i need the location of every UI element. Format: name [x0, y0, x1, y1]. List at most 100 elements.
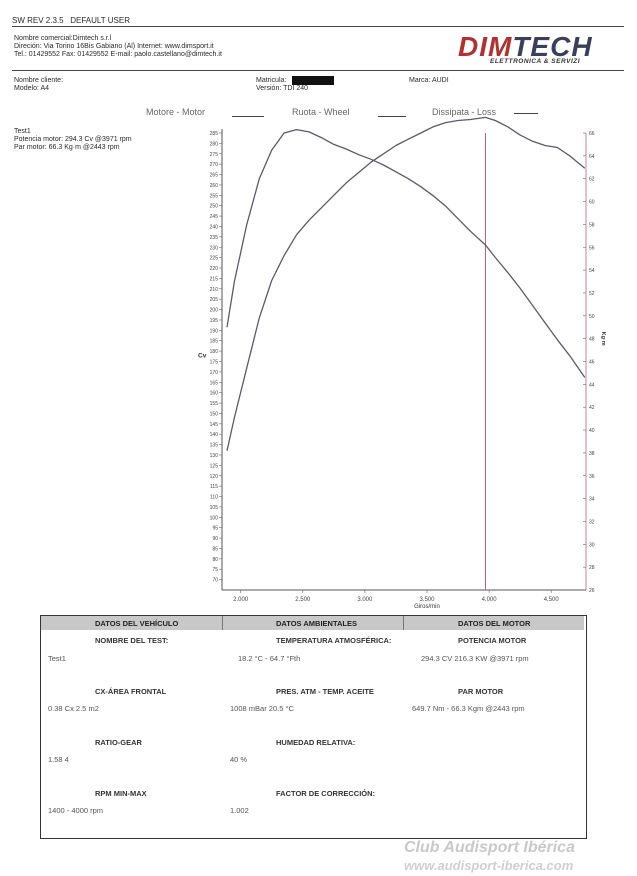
y-left-tick-label: 85 — [212, 546, 218, 552]
temperature-value: 18.2 °C - 64.7 °Fth — [238, 654, 301, 663]
series-line-par — [226, 128, 586, 378]
y-left-tick-label: 165 — [210, 380, 219, 386]
y-right-tick-label: 40 — [589, 428, 595, 434]
x-tick-label: 2.500 — [295, 597, 311, 603]
legend-motor: Motore - Motor — [146, 107, 206, 117]
legend-wheel: Ruota - Wheel — [292, 107, 350, 117]
y-right-tick-label: 36 — [589, 474, 595, 480]
y-left-tick-label: 175 — [210, 360, 219, 366]
data-table — [40, 615, 587, 839]
y-left-tick-label: 230 — [210, 245, 219, 251]
y-right-tick-label: 50 — [589, 314, 595, 320]
y-right-tick-label: 34 — [589, 497, 595, 503]
y-left-tick-label: 95 — [212, 526, 218, 532]
y-right-tick-label: 46 — [589, 360, 595, 366]
y-left-tick-label: 180 — [210, 349, 219, 355]
test-name-value: Test1 — [48, 654, 66, 663]
header-separator — [222, 616, 223, 630]
x-tick-label: 3.500 — [419, 597, 435, 603]
y-right-tick-label: 52 — [589, 291, 595, 297]
user-name: DEFAULT USER — [70, 16, 130, 25]
torque-label: PAR MOTOR — [458, 687, 504, 696]
y-left-tick-label: 80 — [212, 557, 218, 563]
watermark-url: www.audisport-iberica.com — [404, 858, 574, 873]
y-right-tick-label: 42 — [589, 405, 595, 411]
header-engine: DATOS DEL MOTOR — [458, 619, 531, 628]
y-left-tick-label: 275 — [210, 152, 219, 158]
legend-loss: Dissipata - Loss — [432, 107, 497, 117]
series-line-potencia — [226, 116, 586, 451]
y-left-tick-label: 155 — [210, 401, 219, 407]
y-left-tick-label: 195 — [210, 318, 219, 324]
y-left-tick-label: 160 — [210, 391, 219, 397]
plate-label: Matricula: — [256, 77, 287, 84]
header-vehicle: DATOS DEL VEHÍCULO — [95, 619, 179, 628]
client-divider — [12, 70, 624, 71]
client-name-label: Nombre cliente: — [14, 77, 64, 84]
y-left-tick-label: 240 — [210, 224, 219, 230]
y-right-tick-label: 26 — [589, 588, 595, 594]
x-axis-label: Giros/min — [414, 604, 440, 610]
table-header-row — [41, 616, 584, 630]
pressure-label: PRES. ATM - TEMP. ACEITE — [276, 687, 374, 696]
y-right-tick-label: 32 — [589, 519, 595, 525]
y-left-tick-label: 185 — [210, 339, 219, 345]
y-left-tick-label: 105 — [210, 505, 219, 511]
y-right-tick-label: 48 — [589, 337, 595, 343]
y-right-tick-label: 38 — [589, 451, 595, 457]
y-left-tick-label: 235 — [210, 235, 219, 241]
y-left-tick-label: 220 — [210, 266, 219, 272]
vehicle-version: Versión: TDI 240 — [256, 85, 309, 92]
y-right-tick-label: 56 — [589, 245, 595, 251]
rpm-range-value: 1400 - 4000 rpm — [48, 806, 104, 815]
y-left-tick-label: 145 — [210, 422, 219, 428]
y-left-tick-label: 225 — [210, 256, 219, 262]
y-left-tick-label: 100 — [210, 515, 219, 521]
test-name-label: NOMBRE DEL TEST: — [95, 636, 169, 645]
y-left-tick-label: 250 — [210, 204, 219, 210]
y-left-tick-label: 255 — [210, 193, 219, 199]
y-left-tick-label: 90 — [212, 536, 218, 542]
y-left-tick-label: 140 — [210, 432, 219, 438]
header-ambient: DATOS AMBIENTALES — [276, 619, 357, 628]
ratio-gear-value: 1.58 4 — [48, 755, 69, 764]
y-left-tick-label: 115 — [210, 484, 218, 490]
x-tick-label: 2.000 — [233, 597, 249, 603]
humidity-label: HUMEDAD RELATIVA: — [276, 738, 356, 747]
y-axis-right-label: Kg·m — [600, 332, 606, 346]
rpm-range-label: RPM MIN-MAX — [95, 789, 147, 798]
y-left-tick-label: 120 — [210, 474, 219, 480]
test-name: Test1 — [14, 128, 31, 135]
y-left-tick-label: 70 — [212, 578, 218, 584]
torque-value: 649.7 Nm - 66.3 Kgm @2443 rpm — [412, 704, 525, 713]
software-revision: SW REV 2.3.5 DEFAULT USER — [12, 16, 130, 25]
y-left-tick-label: 205 — [210, 297, 219, 303]
header-separator — [403, 616, 404, 630]
y-left-tick-label: 210 — [210, 287, 219, 293]
watermark-title: Club Audisport Ibérica — [404, 839, 575, 856]
y-left-tick-label: 190 — [210, 328, 219, 334]
company-contact: Tel.: 01429552 Fax: 01429552 E-mail: pao… — [14, 51, 222, 58]
y-left-tick-label: 130 — [210, 453, 219, 459]
y-left-tick-label: 285 — [210, 131, 219, 137]
x-tick-label: 4.000 — [482, 597, 498, 603]
y-right-tick-label: 62 — [589, 177, 595, 183]
y-left-tick-label: 280 — [210, 141, 219, 147]
test-max-torque: Par motor: 66.3 Kg·m @2443 rpm — [14, 144, 120, 151]
header-divider — [12, 26, 624, 27]
y-left-tick-label: 125 — [210, 463, 219, 469]
y-left-tick-label: 265 — [210, 173, 219, 179]
cx-area-value: 0.38 Cx 2.5 m2 — [48, 704, 99, 713]
y-left-tick-label: 270 — [210, 162, 219, 168]
temperature-label: TEMPERATURA ATMOSFÉRICA: — [276, 636, 392, 645]
y-right-tick-label: 64 — [589, 154, 595, 160]
company-name: Nombre comercial:Dimtech s.r.l — [14, 35, 112, 42]
power-value: 294.3 CV 216.3 KW @3971 rpm — [421, 654, 529, 663]
vehicle-brand: Marca: AUDI — [409, 77, 449, 84]
ratio-gear-label: RATIO-GEAR — [95, 738, 142, 747]
power-label: POTENCIA MOTOR — [458, 636, 527, 645]
y-left-tick-label: 75 — [212, 567, 218, 573]
y-left-tick-label: 135 — [210, 443, 219, 449]
y-left-tick-label: 150 — [210, 411, 219, 417]
